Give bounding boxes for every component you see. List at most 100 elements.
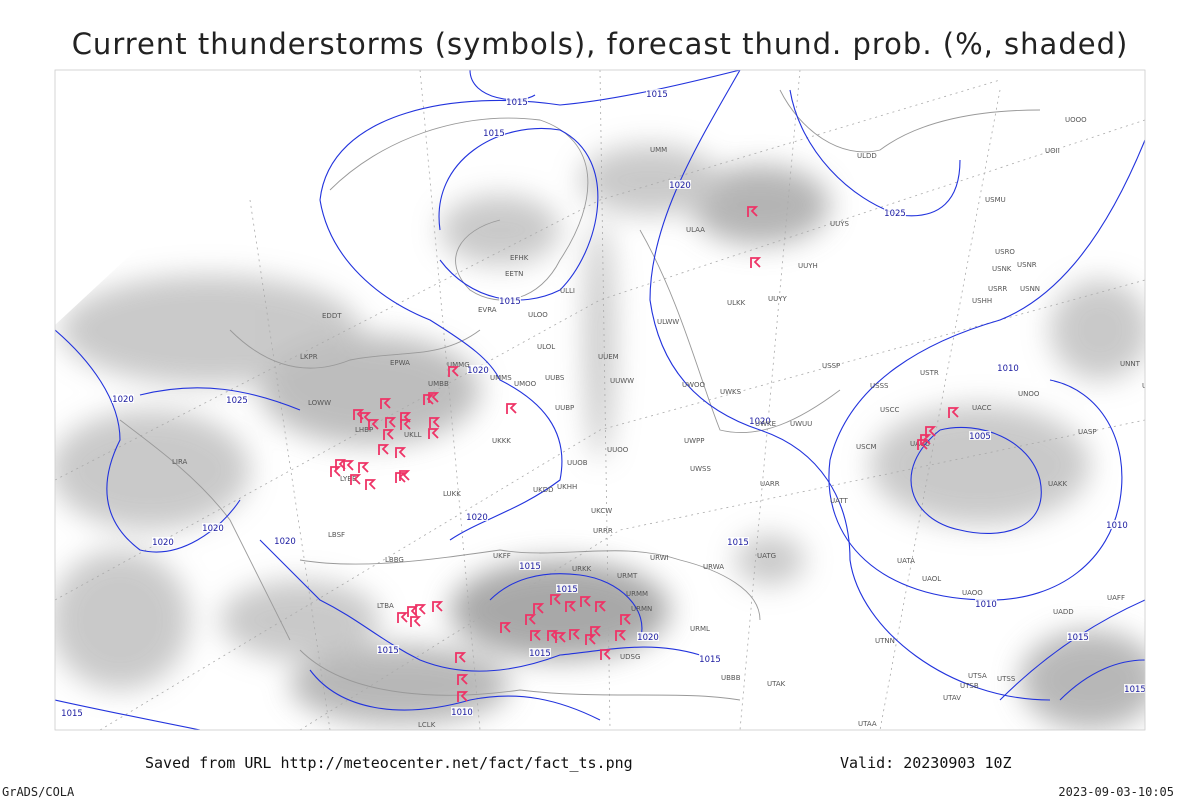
station-code: UTAV	[943, 694, 961, 702]
isobar-label-bg	[646, 89, 668, 98]
station-code: ULWW	[657, 318, 679, 326]
thunderstorm-symbol	[365, 479, 377, 490]
isobar-label-bg	[1067, 632, 1089, 641]
thunderstorm-symbol	[360, 412, 372, 423]
isobar-label-bg	[377, 645, 399, 654]
thunderstorm-symbol	[429, 417, 441, 428]
thunderstorm-symbol	[506, 403, 518, 414]
isobars	[55, 70, 1145, 730]
isobar-label: 1020	[112, 395, 134, 405]
thunderstorm-symbol	[395, 447, 407, 458]
isobar-label: 1005	[969, 432, 991, 442]
thunderstorm-symbol	[547, 630, 559, 641]
coastlines	[119, 89, 1041, 701]
thunderstorm-symbol	[448, 366, 460, 377]
thunderstorm-symbol	[400, 412, 412, 423]
station-code: ULOL	[537, 343, 555, 351]
thunderstorm-symbol	[590, 626, 602, 637]
station-code: UATG	[757, 552, 776, 560]
thunderstorm-symbol	[917, 439, 929, 450]
station-code: ULOO	[528, 311, 548, 319]
station-code: UASP	[1078, 428, 1097, 436]
isobar-label: 1015	[699, 655, 721, 665]
station-code: UTAK	[767, 680, 786, 688]
station-code: UTSB	[960, 682, 979, 690]
isobar-label: 1020	[202, 524, 224, 534]
thunderstorm-symbol	[565, 601, 577, 612]
station-code: LOWW	[308, 399, 331, 407]
thunderstorm-symbol	[350, 474, 362, 485]
thunderstorm-symbol	[615, 630, 627, 641]
station-code: UKHH	[557, 483, 577, 491]
map-labels: 1015 1015 1015 1020 1025 1015 1020 1020 1025 1020…	[61, 89, 1146, 729]
station-code: LBBG	[385, 556, 404, 564]
thunderstorm-symbol	[948, 407, 960, 418]
thunderstorm-symbol	[457, 691, 469, 702]
isobar-label-bg	[451, 707, 473, 716]
map-frame	[54, 69, 1146, 731]
isobar-label: 1015	[529, 649, 551, 659]
isobar-label: 1015	[727, 538, 749, 548]
probability-shading	[55, 145, 1145, 730]
thunderstorm-symbol	[747, 206, 759, 217]
station-code: URRR	[593, 527, 613, 535]
station-code: UOII	[1045, 147, 1060, 155]
isobar-label-bg	[519, 561, 541, 570]
thunderstorm-symbol	[353, 409, 365, 420]
station-code: UTSS	[997, 675, 1016, 683]
station-code: UMBB	[428, 380, 449, 388]
thunderstorm-symbol	[925, 426, 937, 437]
station-code: UUEM	[598, 353, 619, 361]
station-code: UUYH	[798, 262, 818, 270]
station-code: UUWW	[610, 377, 634, 385]
thunderstorm-symbol	[600, 649, 612, 660]
station-code: UAFF	[1107, 594, 1125, 602]
thunderstorm-symbol	[380, 398, 392, 409]
station-code: UMMG	[447, 361, 470, 369]
timestamp: 2023-09-03-10:05	[1058, 785, 1174, 799]
thunderstorm-symbol	[455, 652, 467, 663]
station-code: ULDD	[857, 152, 877, 160]
thunderstorm-symbol	[569, 629, 581, 640]
station-code: EDDT	[322, 312, 342, 320]
station-code: UDSG	[620, 653, 640, 661]
map-area: 1015 1015 1015 1020 1025 1015 1020 1020 1025 1020…	[55, 70, 1146, 730]
station-code: USTR	[920, 369, 939, 377]
station-code: USRO	[995, 248, 1015, 256]
station-code: URML	[690, 625, 710, 633]
isobar-label: 1015	[1124, 685, 1146, 695]
isobar-label-bg	[727, 537, 749, 546]
thunderstorm-symbol	[428, 392, 440, 403]
station-code: UKKK	[492, 437, 511, 445]
station-code: UAUU	[910, 440, 930, 448]
station-code: URMM	[626, 590, 648, 598]
isobar-label: 1015	[506, 98, 528, 108]
isobar-label: 1015	[61, 709, 83, 719]
station-code: LUKK	[443, 490, 461, 498]
station-code: UUBS	[545, 374, 565, 382]
isobar-label-bg	[1106, 520, 1128, 529]
station-code: USSP	[822, 362, 840, 370]
isobar-label-bg	[467, 365, 489, 374]
station-code: UWKE	[755, 420, 776, 428]
isobar-label-bg	[556, 584, 578, 593]
station-code: UMOO	[514, 380, 537, 388]
isobar-label: 1010	[1106, 521, 1128, 531]
thunderstorm-symbols	[330, 206, 960, 702]
isobar-label-bg	[483, 128, 505, 137]
isobar-label-bg	[274, 536, 296, 545]
thunderstorm-symbol	[530, 630, 542, 641]
isobar-label-bg	[499, 296, 521, 305]
thunderstorm-symbol	[368, 419, 380, 430]
isobar-label: 1015	[499, 297, 521, 307]
thunderstorm-symbol	[580, 596, 592, 607]
thunderstorm-symbol	[620, 614, 632, 625]
station-code: URMN	[631, 605, 652, 613]
station-code: ULLI	[560, 287, 575, 295]
thunderstorm-symbol	[533, 603, 545, 614]
thunderstorm-symbol	[920, 434, 932, 445]
thunderstorm-symbol	[378, 444, 390, 455]
thunderstorm-symbol	[399, 470, 411, 481]
thunderstorm-symbol	[383, 429, 395, 440]
isobar-label: 1020	[274, 537, 296, 547]
